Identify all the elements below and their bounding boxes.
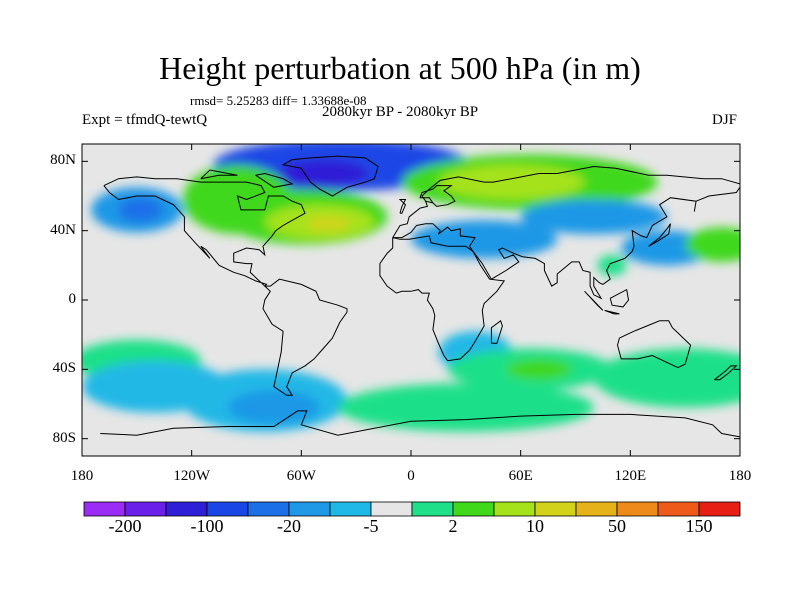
colorbar-swatch (329, 501, 372, 517)
anomaly-region (337, 383, 594, 432)
coastline (609, 288, 630, 308)
colorbar-swatch (698, 501, 741, 517)
colorbar-swatch (616, 501, 659, 517)
colorbar-swatch (83, 501, 126, 517)
colorbar-label: 2 (448, 516, 458, 536)
experiment-label: Expt = tfmdQ-tewtQ (82, 112, 208, 128)
coastlines (100, 155, 740, 438)
coastline (604, 309, 620, 315)
anomaly-region (506, 358, 572, 380)
latitude-label: 40S (52, 360, 76, 377)
anomaly-region (597, 254, 627, 276)
colorbar-label: -100 (190, 516, 224, 536)
anomaly-region (520, 199, 667, 235)
colorbar-label: -5 (363, 516, 379, 536)
longitude-label: 60W (286, 468, 316, 484)
colorbar-swatch (657, 501, 700, 517)
coastline (103, 176, 306, 287)
colorbar-swatch (370, 501, 413, 517)
longitude-label: 0 (407, 468, 415, 484)
coastline (262, 278, 348, 396)
anomaly-region (228, 390, 320, 425)
coastline (648, 223, 671, 247)
colorbar (83, 501, 741, 517)
colorbar-label: 50 (608, 516, 626, 536)
coastline (281, 155, 379, 197)
coastline (616, 320, 692, 369)
colorbar-swatch (452, 501, 495, 517)
colorbar-label: 150 (685, 516, 713, 536)
latitude-label: 0 (68, 291, 77, 307)
season-label: DJF (712, 112, 738, 128)
colorbar-swatch (247, 501, 290, 517)
anomaly-region (118, 197, 163, 222)
colorbar-label: -20 (277, 516, 301, 536)
anomaly-region (438, 164, 585, 200)
rmsd-diff-stats: rmsd= 5.25283 diff= 1.33688e-08 (190, 93, 367, 108)
plot-title: Height perturbation at 500 hPa (in m) (159, 50, 641, 86)
coastline (379, 235, 506, 362)
coastline (255, 172, 294, 188)
coastline (392, 165, 740, 300)
colorbar-swatch (493, 501, 536, 517)
latitude-label: 40N (50, 221, 76, 238)
colorbar-swatch (411, 501, 454, 517)
colorbar-label: 10 (526, 516, 544, 536)
coastline (584, 290, 604, 311)
latitude-label: 80N (50, 152, 76, 169)
longitude-label: 60E (508, 468, 533, 484)
anomaly-region (277, 159, 369, 188)
coastline (100, 410, 740, 438)
colorbar-swatch (575, 501, 618, 517)
longitude-label: 120W (173, 468, 210, 484)
colorbar-label: -200 (108, 516, 142, 536)
colorbar-swatch (534, 501, 577, 517)
anomaly-region (685, 227, 740, 262)
time-period-label: 2080kyr BP - 2080kyr BP (322, 104, 479, 120)
colorbar-swatch (206, 501, 249, 517)
coastline (714, 365, 738, 381)
colorbar-swatch (288, 501, 331, 517)
colorbar-swatch (124, 501, 167, 517)
coastline (200, 169, 238, 180)
longitude-label: 180 (70, 468, 94, 484)
colorbar-swatch (165, 501, 208, 517)
height-anomaly-fields (82, 144, 740, 432)
longitude-label: 180 (728, 468, 752, 484)
latitude-label: 80S (52, 429, 76, 446)
anomaly-region (411, 220, 558, 259)
anomaly-region (593, 348, 740, 408)
axis-ticks (81, 144, 741, 456)
longitude-label: 120E (614, 468, 647, 484)
coastline (398, 199, 407, 214)
anomaly-region (306, 216, 351, 231)
coastline (490, 319, 503, 344)
